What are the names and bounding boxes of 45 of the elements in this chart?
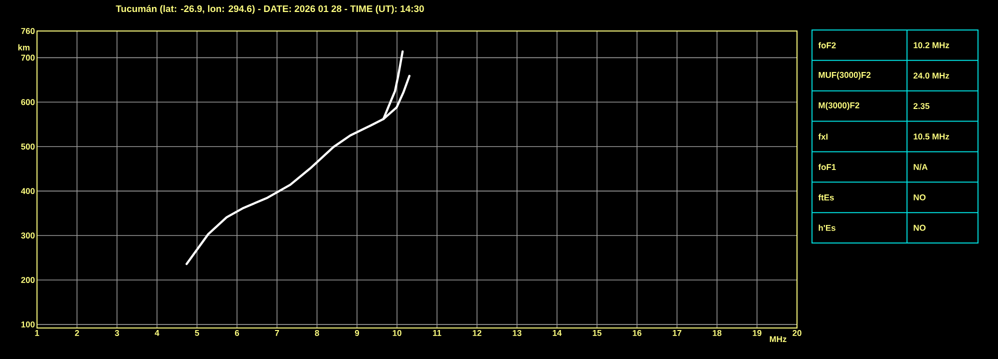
text: NO — [914, 194, 926, 200]
x-tick-label: 9 — [354, 330, 360, 336]
text: 10.2 MHz — [914, 42, 950, 48]
y-tick-label: 500 — [21, 144, 35, 150]
text: NO — [914, 224, 926, 231]
x-tick-label: 7 — [275, 330, 279, 336]
x-tick-label: 5 — [194, 330, 200, 336]
text: foF2 — [818, 42, 836, 48]
text: 24.0 MHz — [914, 72, 950, 79]
y-axis-title: km — [18, 44, 30, 50]
text: ftEs — [818, 194, 834, 200]
x-tick-label: 8 — [314, 330, 320, 336]
x-tick-label: 17 — [672, 330, 682, 336]
x-tick-label: 20 — [792, 330, 802, 336]
x-tick-label: 15 — [592, 330, 602, 336]
text: fxI — [818, 133, 828, 140]
text: 10.5 MHz — [914, 134, 950, 140]
x-tick-label: 10 — [392, 330, 402, 336]
x-tick-label: 18 — [712, 330, 722, 336]
text: h'Es — [818, 224, 836, 231]
y-tick-label: 200 — [21, 276, 35, 283]
y-tick-label: 100 — [21, 321, 35, 328]
text: MUF(3000)F2 — [818, 72, 871, 80]
x-tick-label: 2 — [74, 330, 80, 336]
x-tick-label: 12 — [472, 330, 482, 336]
x-tick-label: 14 — [552, 330, 562, 336]
text: M(3000)F2 — [818, 102, 860, 110]
text: 2.35 — [914, 103, 930, 110]
y-tick-label: 700 — [21, 54, 35, 61]
y-tick-label: 400 — [20, 188, 35, 194]
x-tick-label: 1 — [35, 330, 40, 336]
x-tick-label: 19 — [752, 330, 762, 336]
text: foF1 — [818, 164, 836, 170]
text: N/A — [914, 164, 928, 170]
x-tick-label: 3 — [114, 330, 120, 336]
x-tick-label: 6 — [234, 330, 240, 336]
chart-title: Tucumán (lat: -26.9, lon: 294.6) - DATE: 2026 01 28 - TIME (UT): 14:30 — [116, 5, 424, 14]
y-tick-label: 300 — [21, 232, 35, 239]
x-tick-label: 11 — [433, 330, 442, 336]
x-tick-label: 16 — [632, 330, 642, 336]
x-axis-title: MHz — [770, 336, 786, 342]
x-tick-label: 4 — [154, 330, 160, 336]
y-tick-label: 760 — [21, 28, 35, 34]
x-tick-label: 13 — [512, 330, 522, 336]
y-tick-label: 600 — [21, 99, 35, 106]
